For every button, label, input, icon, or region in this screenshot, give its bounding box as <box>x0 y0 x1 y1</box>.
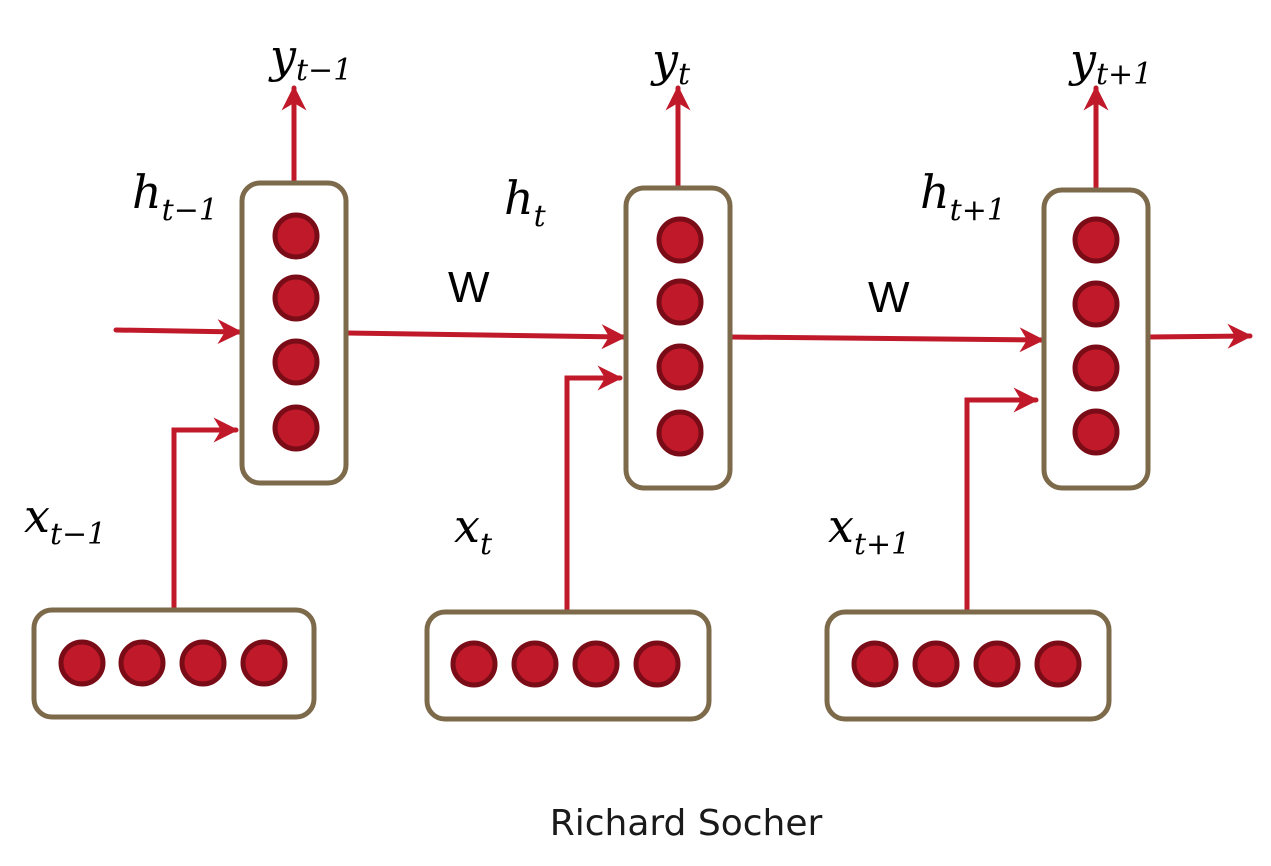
input-node <box>58 639 106 687</box>
hidden-box-prev <box>239 180 349 486</box>
input-arrow-cur <box>564 365 623 615</box>
hidden-node <box>272 338 320 386</box>
outgoing-hidden-arrow <box>1145 323 1253 349</box>
hidden-node <box>1072 344 1120 392</box>
hidden-node <box>1072 216 1120 264</box>
hidden-node <box>656 216 704 264</box>
input-node <box>240 639 288 687</box>
input-node <box>1034 640 1082 688</box>
hidden-node <box>1072 280 1120 328</box>
label-x-next: xt+1 <box>828 499 910 562</box>
input-node <box>912 640 960 688</box>
hidden-node <box>656 343 704 391</box>
label-x-cur: xt <box>454 499 493 562</box>
input-node <box>633 640 681 688</box>
input-node <box>450 640 498 688</box>
input-arrow-next <box>964 387 1039 615</box>
input-node <box>973 640 1021 688</box>
input-arrow-prev <box>171 417 239 613</box>
hidden-box-next <box>1041 187 1151 491</box>
label-h-prev: ht−1 <box>132 165 218 228</box>
hidden-node <box>656 278 704 326</box>
input-node <box>851 640 899 688</box>
recurrent-arrow-w-second <box>727 327 1045 353</box>
hidden-node <box>1072 408 1120 456</box>
input-box-cur <box>424 609 712 722</box>
incoming-hidden-arrow <box>113 319 243 345</box>
label-w-first: W <box>448 263 490 312</box>
hidden-node <box>272 212 320 260</box>
input-box-next <box>824 609 1112 722</box>
recurrent-arrow-w-first <box>343 324 627 350</box>
label-h-next: ht+1 <box>920 165 1006 228</box>
hidden-node <box>272 404 320 452</box>
input-node <box>511 640 559 688</box>
input-node <box>179 639 227 687</box>
input-node <box>118 639 166 687</box>
hidden-box-cur <box>623 185 733 491</box>
input-box-prev <box>31 607 317 720</box>
label-x-prev: xt−1 <box>24 489 106 552</box>
label-h-cur: ht <box>504 171 547 234</box>
hidden-node <box>272 274 320 322</box>
label-y-next: yt+1 <box>1068 33 1152 92</box>
label-w-second: W <box>868 273 910 322</box>
label-y-cur: yt <box>650 33 691 92</box>
credit-text: Richard Socher <box>550 803 823 844</box>
hidden-node <box>656 409 704 457</box>
input-node <box>572 640 620 688</box>
label-y-prev: yt−1 <box>268 29 352 88</box>
